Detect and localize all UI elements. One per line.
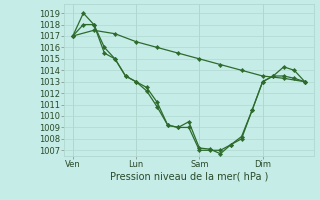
X-axis label: Pression niveau de la mer( hPa ): Pression niveau de la mer( hPa )	[110, 172, 268, 182]
